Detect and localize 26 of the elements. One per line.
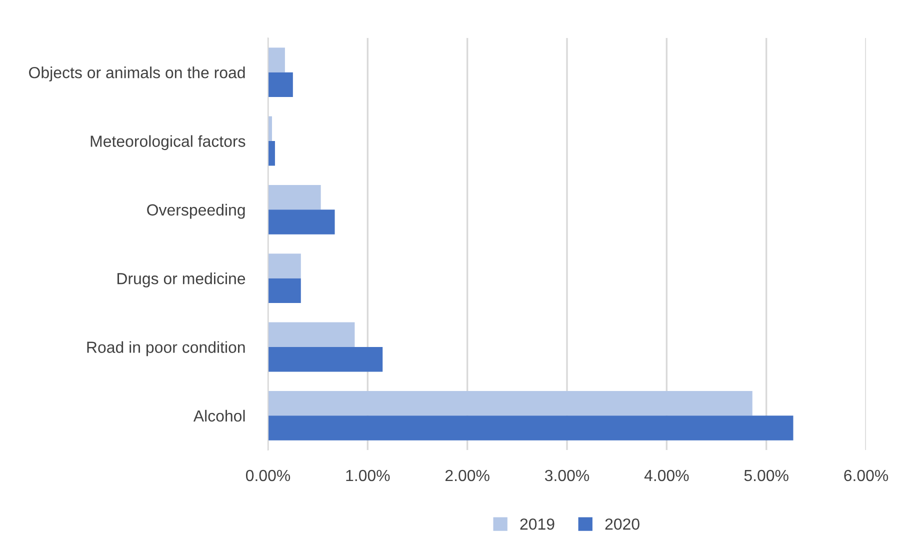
- x-tick-label: 2.00%: [445, 470, 490, 482]
- bar: [268, 210, 335, 234]
- x-tick-label: 4.00%: [644, 470, 689, 482]
- bar: [268, 141, 275, 166]
- bar: [268, 390, 752, 416]
- y-tick-label: Meteorological factors: [90, 135, 246, 150]
- bar: [268, 278, 301, 304]
- bar: [268, 416, 794, 440]
- y-tick-label: Road in poor condition: [87, 341, 245, 356]
- bar: [268, 347, 383, 372]
- bar: [268, 322, 355, 347]
- x-tick-label: 6.00%: [844, 470, 888, 482]
- y-tick-label: Alcohol: [193, 410, 245, 422]
- bar: [268, 254, 301, 278]
- x-tick-label: 5.00%: [744, 470, 788, 482]
- legend-label: 2019: [520, 518, 554, 530]
- x-tick-label: 0.00%: [246, 470, 290, 482]
- x-tick-label: 3.00%: [544, 470, 590, 482]
- bar: [268, 72, 293, 98]
- legend-label: 2020: [605, 518, 640, 530]
- y-tick-label: Objects or animals on the road: [29, 66, 245, 82]
- x-tick-label: 1.00%: [346, 470, 390, 482]
- bar: [268, 184, 321, 210]
- y-tick-label: Drugs or medicine: [117, 272, 246, 288]
- y-tick-label: Overspeeding: [147, 204, 245, 219]
- bar: [268, 48, 285, 72]
